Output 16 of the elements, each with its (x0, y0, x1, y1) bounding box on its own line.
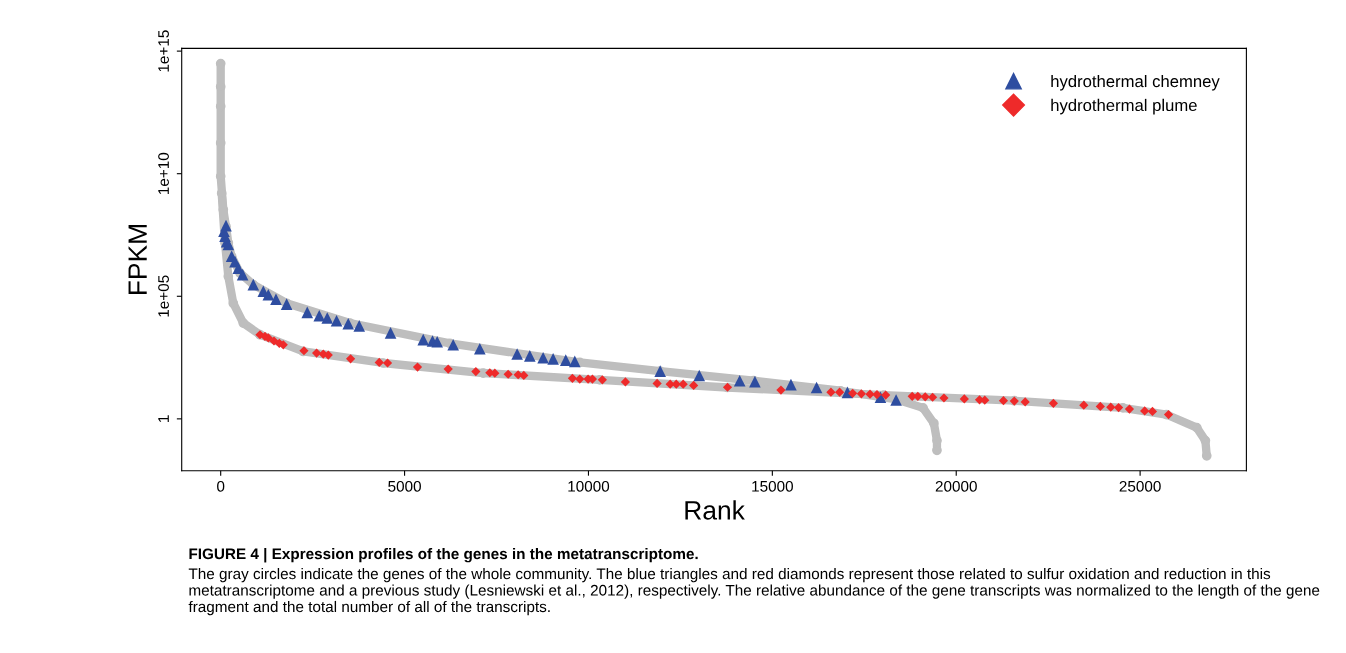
y-axis-title: FPKM (128, 225, 147, 295)
text: The gray circles indicate the genes of the whole community. The blue triangles and red diamonds represent those related to sulfur oxidation and reduction in this metatranscriptome and a previous study (Lesniewski et al., 2012), respectively. The relative abundance of the gene transcripts was normalized to the length of the gene fragment and the total number of all of the transcripts. (188, 568, 1320, 616)
legend-label: hydrothermal plume (1051, 98, 1197, 115)
x-tick-label: 10000 (568, 480, 610, 492)
y-tick-label: 1e+10 (158, 152, 169, 194)
x-tick-label: 15000 (752, 480, 793, 492)
legend-label: hydrothermal chemney (1051, 74, 1220, 91)
text: FIGURE 4 | Expression profiles of the genes in the metatranscriptome. (189, 548, 698, 563)
y-tick-label: 1e+05 (158, 275, 169, 317)
x-axis-title: Rank (685, 500, 745, 520)
y-tick-label: 1 (158, 415, 169, 422)
x-tick-label: 20000 (935, 480, 977, 492)
x-tick-label: 25000 (1119, 480, 1161, 492)
x-tick-label: 5000 (388, 480, 421, 492)
x-tick-label: 0 (217, 480, 225, 492)
y-tick-label: 1e+15 (158, 30, 169, 72)
